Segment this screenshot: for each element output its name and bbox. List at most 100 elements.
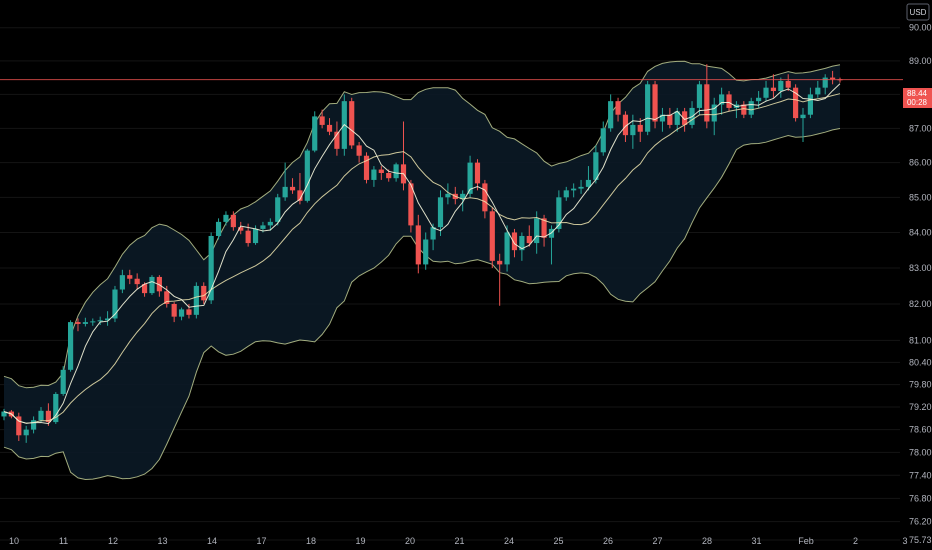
candle-body <box>230 214 236 228</box>
candle-body <box>652 84 658 122</box>
candle <box>489 207 495 268</box>
x-tick-label: 26 <box>603 536 613 546</box>
candle <box>815 80 821 98</box>
x-tick-label: 2 <box>853 536 858 546</box>
currency-badge[interactable]: USD <box>906 3 930 21</box>
x-tick-label: 24 <box>504 536 514 546</box>
candle <box>793 84 799 122</box>
candle-body <box>748 101 754 115</box>
candle-body <box>696 84 703 108</box>
last-price-badge: 88.44 00:28 <box>903 88 932 108</box>
candle-body <box>104 318 111 321</box>
candle <box>171 302 177 323</box>
candle <box>770 74 777 98</box>
candle-body <box>141 284 148 294</box>
x-tick-label: Feb <box>798 536 814 546</box>
candle-body <box>482 183 488 212</box>
candle-body <box>674 111 680 125</box>
currency-label: USD <box>910 8 927 17</box>
candle <box>497 253 503 306</box>
candle-body <box>467 162 473 194</box>
candle-body <box>474 162 481 184</box>
x-tick-label: 10 <box>9 536 19 546</box>
candle <box>393 162 399 182</box>
y-tick-label: 77.40 <box>909 470 932 480</box>
candle <box>275 193 281 226</box>
candle-body <box>460 193 466 200</box>
candle <box>504 225 510 272</box>
x-tick-label: 18 <box>306 536 316 546</box>
y-tick-label: 85.00 <box>909 192 932 202</box>
candle <box>186 303 192 319</box>
candle-body <box>622 114 629 136</box>
candle <box>326 118 333 136</box>
candle-body <box>149 276 155 294</box>
candle-body <box>119 275 125 290</box>
moving-average-slow <box>3 93 841 424</box>
candle <box>208 232 214 304</box>
candle <box>38 407 44 423</box>
x-tick-label: 25 <box>553 536 563 546</box>
y-tick-label: 76.80 <box>909 493 932 503</box>
candle <box>16 412 22 441</box>
candle-body <box>415 225 421 265</box>
y-tick-label: 75.73 <box>909 535 932 545</box>
y-tick-label: 79.20 <box>909 402 932 412</box>
candle <box>800 107 806 142</box>
x-tick-label: 13 <box>157 536 167 546</box>
candle-body <box>363 155 370 180</box>
candle-body <box>571 188 577 191</box>
candle <box>156 275 162 297</box>
candle-body <box>171 303 177 317</box>
candle-body <box>593 152 599 180</box>
candle <box>534 211 540 254</box>
candle-body <box>97 320 103 322</box>
candle <box>526 225 532 247</box>
candle <box>615 97 621 122</box>
candle-body <box>763 87 769 98</box>
candle-body <box>378 169 384 173</box>
x-axis: 10 11 12 13 14 17 18 19 20 21 24 25 26 27 28 31 Feb 2 3 <box>9 536 908 546</box>
candle-body <box>497 260 503 265</box>
candle-body <box>608 101 614 129</box>
countdown-label: 00:28 <box>907 98 928 107</box>
candle-body <box>615 101 621 115</box>
candle <box>90 318 96 326</box>
candle-body <box>430 227 436 240</box>
candle <box>830 70 836 85</box>
candle-body <box>778 80 784 92</box>
x-tick-label: 27 <box>652 536 662 546</box>
candle-body <box>304 150 310 201</box>
candle-body <box>711 104 717 122</box>
x-tick-label: 14 <box>207 536 217 546</box>
candle <box>608 94 614 132</box>
candle <box>652 80 658 129</box>
candle-body <box>312 116 318 151</box>
candle <box>23 425 29 443</box>
x-tick-label: 3 <box>902 536 907 546</box>
candle <box>719 87 725 115</box>
candle <box>474 159 481 191</box>
candle <box>53 392 59 424</box>
candle <box>711 97 717 136</box>
candle <box>445 183 451 205</box>
candle-body <box>504 232 510 265</box>
candle-body <box>67 322 74 370</box>
candle <box>312 111 318 153</box>
candle-body <box>437 197 444 228</box>
candle <box>45 403 51 426</box>
x-tick-label: 21 <box>454 536 464 546</box>
candle-body <box>112 289 118 319</box>
candle <box>178 307 185 321</box>
candle <box>289 178 296 194</box>
candle-body <box>164 291 170 304</box>
bollinger-band-fill <box>4 61 840 480</box>
candle-body <box>630 124 636 136</box>
candle <box>97 316 103 326</box>
candle <box>119 269 125 294</box>
candle-body <box>319 116 325 125</box>
candle <box>201 282 207 304</box>
candle <box>822 74 828 95</box>
candle <box>112 285 118 323</box>
